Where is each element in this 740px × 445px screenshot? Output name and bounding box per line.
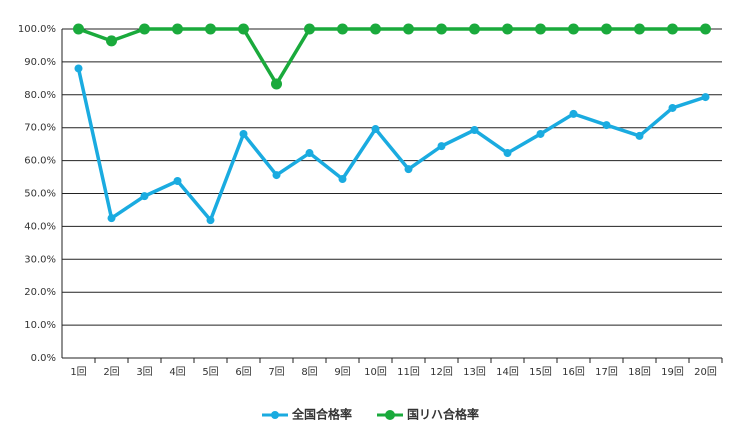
x-tick-label: 8回 xyxy=(301,366,317,378)
y-tick-label: 10.0% xyxy=(24,320,56,331)
legend-marker xyxy=(385,410,395,420)
x-tick-label: 5回 xyxy=(202,366,218,378)
x-tick-label: 18回 xyxy=(628,366,651,378)
x-tick-label: 4回 xyxy=(169,366,185,378)
data-point xyxy=(338,175,347,184)
legend-label: 国リハ合格率 xyxy=(407,407,479,422)
data-point xyxy=(700,23,711,35)
data-point xyxy=(304,23,315,35)
y-tick-label: 20.0% xyxy=(24,287,56,298)
x-tick-label: 3回 xyxy=(136,366,152,378)
data-point xyxy=(436,23,447,35)
x-tick-label: 7回 xyxy=(268,366,284,378)
data-point xyxy=(337,23,348,35)
data-point xyxy=(470,126,479,135)
data-point xyxy=(239,129,248,138)
data-point xyxy=(469,23,480,35)
data-point xyxy=(569,109,578,118)
x-tick-label: 9回 xyxy=(334,366,350,378)
y-tick-label: 100.0% xyxy=(18,24,56,35)
data-point xyxy=(206,216,215,225)
x-tick-label: 11回 xyxy=(397,366,420,378)
y-tick-label: 80.0% xyxy=(24,90,56,101)
data-point xyxy=(107,214,116,223)
x-tick-label: 16回 xyxy=(562,366,585,378)
data-point xyxy=(536,129,545,138)
y-tick-label: 60.0% xyxy=(24,156,56,167)
data-point xyxy=(73,23,84,35)
series-line xyxy=(77,27,706,86)
y-tick-label: 70.0% xyxy=(24,123,56,134)
data-point xyxy=(305,149,314,158)
data-point xyxy=(272,171,281,180)
x-tick-label: 19回 xyxy=(661,366,684,378)
data-point xyxy=(139,23,150,35)
data-point xyxy=(74,64,83,73)
data-point xyxy=(403,23,414,35)
data-point xyxy=(370,23,381,35)
data-point xyxy=(238,23,249,35)
x-tick-label: 10回 xyxy=(364,366,387,378)
data-point xyxy=(404,165,413,174)
data-point xyxy=(437,142,446,151)
data-point xyxy=(503,149,512,158)
x-tick-label: 1回 xyxy=(70,366,86,378)
y-tick-label: 30.0% xyxy=(24,254,56,265)
data-point xyxy=(667,23,678,35)
y-tick-label: 40.0% xyxy=(24,221,56,232)
data-point xyxy=(668,103,677,112)
x-tick-label: 14回 xyxy=(496,366,519,378)
x-tick-label: 15回 xyxy=(529,366,552,378)
series-line xyxy=(76,68,707,222)
y-tick-label: 0.0% xyxy=(31,353,56,364)
x-tick-label: 17回 xyxy=(595,366,618,378)
y-tick-label: 90.0% xyxy=(24,57,56,68)
x-tick-label: 20回 xyxy=(694,366,717,378)
data-point xyxy=(568,23,579,35)
data-point xyxy=(701,93,710,102)
data-point xyxy=(535,23,546,35)
legend-label: 全国合格率 xyxy=(291,407,352,422)
data-point xyxy=(172,23,183,35)
data-point xyxy=(173,176,182,185)
data-point xyxy=(602,121,611,130)
data-point xyxy=(271,78,282,90)
x-tick-label: 12回 xyxy=(430,366,453,378)
data-point xyxy=(635,131,644,140)
data-point xyxy=(140,192,149,201)
y-tick-label: 50.0% xyxy=(24,189,56,200)
x-tick-label: 2回 xyxy=(103,366,119,378)
data-point xyxy=(106,35,117,47)
data-point xyxy=(601,23,612,35)
x-tick-label: 6回 xyxy=(235,366,251,378)
data-point xyxy=(371,125,380,134)
x-tick-label: 13回 xyxy=(463,366,486,378)
legend-marker xyxy=(271,411,279,419)
data-point xyxy=(502,23,513,35)
data-point xyxy=(205,23,216,35)
data-point xyxy=(634,23,645,35)
